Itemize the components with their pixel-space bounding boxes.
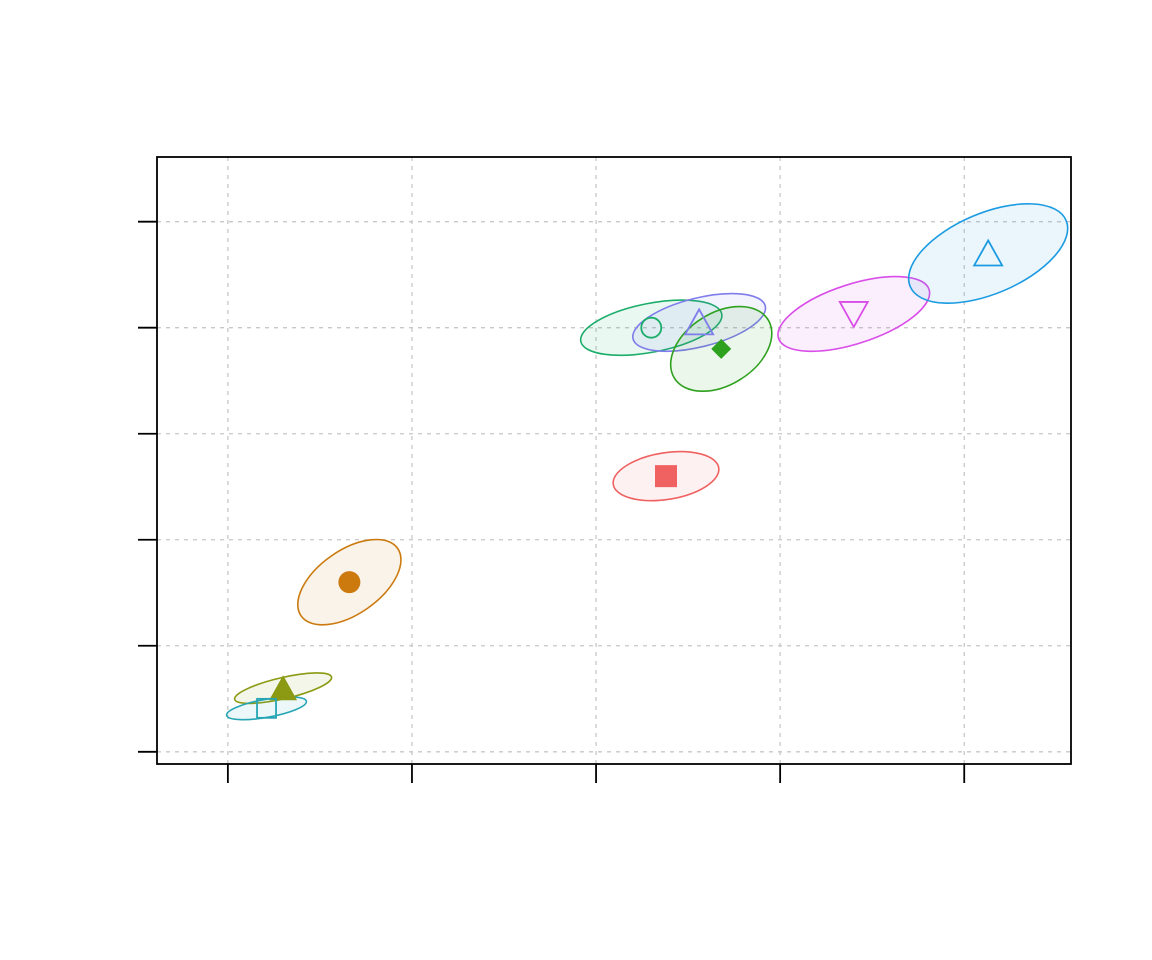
- ellipse-8: [907, 202, 1069, 304]
- ellipse-5: [631, 292, 767, 353]
- data-point-3: [655, 465, 678, 488]
- data-point-5: [683, 307, 715, 336]
- data-point-4: [640, 316, 663, 339]
- ellipse-4: [579, 299, 723, 357]
- data-point-1: [256, 697, 277, 719]
- ellipse-7: [777, 275, 931, 353]
- data-point-6: [711, 338, 732, 359]
- data-point-7: [838, 301, 870, 329]
- data-point-2: [338, 571, 361, 594]
- axes: [138, 220, 966, 783]
- grid: [157, 157, 1071, 764]
- data-point-8: [972, 238, 1004, 267]
- ellipses: [225, 202, 1069, 721]
- markers: [256, 238, 1004, 719]
- plot-border: [156, 156, 1072, 765]
- data-point-0: [269, 675, 298, 701]
